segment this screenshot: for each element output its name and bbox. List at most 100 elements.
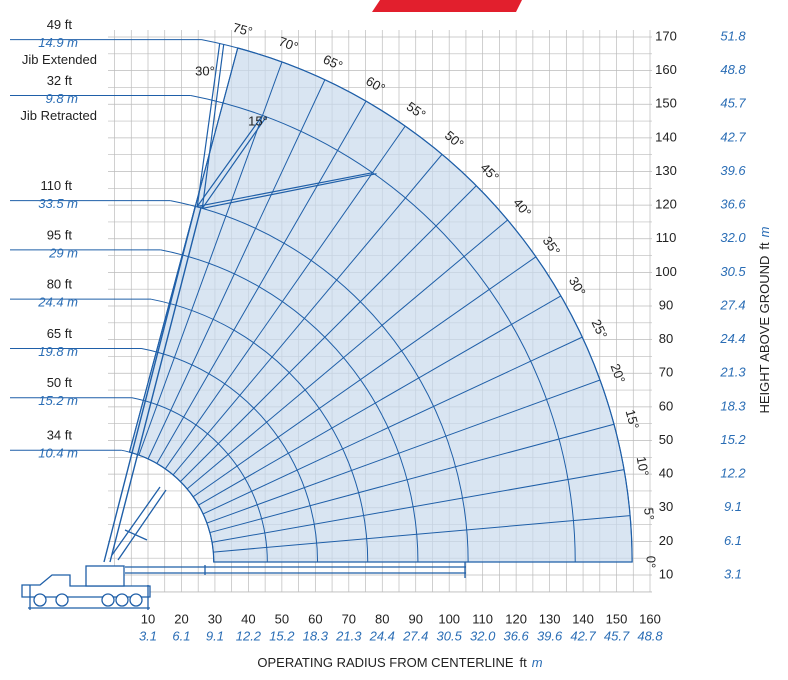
y-tick-label: 30 <box>659 499 673 514</box>
y-tick-label: 110 <box>656 230 677 245</box>
y-tick-label-metric: 51.8 <box>720 28 746 43</box>
x-unit-metric: m <box>532 655 543 670</box>
boom-arc <box>141 347 319 563</box>
jib <box>197 172 377 209</box>
angle-line <box>180 185 477 482</box>
y-tick-label-metric: 24.4 <box>719 331 745 346</box>
jib-name: Jib Retracted <box>20 108 97 123</box>
boom-arc <box>160 249 419 563</box>
boom-arc <box>121 449 215 563</box>
y-tick-label: 60 <box>659 398 673 413</box>
jib <box>196 115 268 209</box>
y-tick-label: 100 <box>655 264 677 279</box>
angle-line <box>186 219 508 490</box>
crane-truck <box>21 486 466 610</box>
y-tick-label-metric: 27.4 <box>719 297 745 312</box>
x-tick-label-metric: 45.7 <box>604 628 630 643</box>
x-tick-label: 150 <box>606 611 628 626</box>
angle-line <box>147 79 326 460</box>
y-unit: ft <box>757 242 772 250</box>
y-title: HEIGHT ABOVE GROUND <box>757 256 772 414</box>
y-tick-label-metric: 12.2 <box>720 466 746 481</box>
x-tick-label-metric: 15.2 <box>269 628 295 643</box>
jib-offset: 15° <box>248 113 268 128</box>
x-tick-label: 160 <box>639 611 661 626</box>
x-tick-label-metric: 39.6 <box>537 628 563 643</box>
y-tick-label: 170 <box>655 28 677 43</box>
x-unit: ft <box>520 655 528 670</box>
x-tick-label: 50 <box>275 611 289 626</box>
boom-length: 80 ft <box>47 277 73 292</box>
x-title: OPERATING RADIUS FROM CENTERLINE <box>257 655 514 670</box>
x-tick-label: 40 <box>241 611 255 626</box>
boom-length-metric: 33.5 m <box>38 196 78 211</box>
x-tick-label-metric: 3.1 <box>139 628 157 643</box>
y-tick-label-metric: 45.7 <box>720 96 746 111</box>
y-axis-title: HEIGHT ABOVE GROUND ft m <box>757 226 772 413</box>
angle-label: 0° <box>644 556 659 568</box>
x-tick-label-metric: 32.0 <box>470 628 496 643</box>
x-tick-label-metric: 24.4 <box>369 628 395 643</box>
x-tick-label: 130 <box>539 611 561 626</box>
angle-label: 45° <box>477 160 502 185</box>
boom-length-metric: 15.2 m <box>38 393 78 408</box>
x-tick-label-metric: 27.4 <box>402 628 428 643</box>
y-tick-label-metric: 32.0 <box>720 230 746 245</box>
y-tick-label-metric: 48.8 <box>720 62 746 77</box>
angle-line <box>164 125 406 470</box>
boom <box>103 206 202 563</box>
angle-line <box>206 379 601 524</box>
x-tick-label: 70 <box>342 611 356 626</box>
y-tick-label: 50 <box>659 432 673 447</box>
angle-label: 5° <box>641 507 657 521</box>
y-tick-label-metric: 6.1 <box>724 533 742 548</box>
x-tick-label-metric: 6.1 <box>172 628 190 643</box>
angle-label: 35° <box>540 233 564 258</box>
y-tick-label-metric: 9.1 <box>724 499 742 514</box>
y-tick-label: 90 <box>659 297 673 312</box>
x-tick-label: 120 <box>505 611 527 626</box>
x-tick-label: 10 <box>141 611 155 626</box>
y-tick-label-metric: 18.3 <box>720 398 746 413</box>
x-tick-label: 90 <box>408 611 422 626</box>
boom-length-metric: 10.4 m <box>38 446 78 461</box>
y-tick-label: 70 <box>659 365 673 380</box>
x-tick-label-metric: 9.1 <box>206 628 224 643</box>
boom-length-metric: 19.8 m <box>38 344 78 359</box>
angle-label: 65° <box>321 52 345 74</box>
y-tick-label: 40 <box>659 466 673 481</box>
y-tick-label: 80 <box>659 331 673 346</box>
x-tick-label: 100 <box>438 611 460 626</box>
jib-length: 32 ft <box>47 73 73 88</box>
x-tick-label-metric: 18.3 <box>303 628 329 643</box>
angle-label: 50° <box>442 128 467 152</box>
angle-line <box>209 423 615 534</box>
angle-label: 15° <box>623 408 643 431</box>
x-tick-label: 20 <box>174 611 188 626</box>
angle-label: 55° <box>404 99 429 123</box>
red-tab <box>372 0 522 12</box>
angle-line <box>211 469 625 543</box>
boom-length: 65 ft <box>47 326 73 341</box>
x-tick-label-metric: 48.8 <box>637 628 663 643</box>
angle-line <box>198 295 562 506</box>
x-tick-label: 60 <box>308 611 322 626</box>
x-tick-label: 30 <box>208 611 222 626</box>
jib-name: Jib Extended <box>22 52 97 67</box>
boom-length-metric: 24.4 m <box>37 295 78 310</box>
boom-arc <box>190 95 576 563</box>
y-tick-label: 150 <box>655 96 677 111</box>
y-tick-label: 120 <box>655 197 677 212</box>
y-tick-label: 160 <box>655 62 677 77</box>
angle-label: 75° <box>231 20 254 40</box>
y-tick-label-metric: 39.6 <box>720 163 746 178</box>
working-area <box>128 47 633 563</box>
jib-length-metric: 14.9 m <box>38 35 78 50</box>
boom-length: 95 ft <box>47 227 73 242</box>
angle-label: 60° <box>363 73 388 96</box>
y-tick-label: 10 <box>659 566 673 581</box>
boom-arc <box>201 39 633 563</box>
jib-offset: 30° <box>195 63 215 78</box>
angle-label: 30° <box>566 274 589 299</box>
